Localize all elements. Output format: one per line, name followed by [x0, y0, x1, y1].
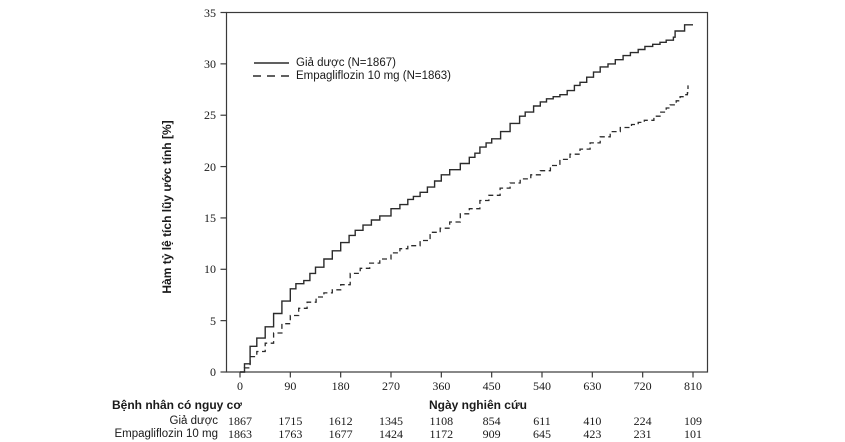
- legend-label-empagliflozin: Empagliflozin 10 mg (N=1863): [296, 70, 452, 82]
- plot-frame: [225, 11, 709, 373]
- x-tick-label: 90: [284, 379, 297, 393]
- x-tick-label: 360: [432, 379, 451, 393]
- risk-value: 1863: [228, 427, 252, 441]
- risk-value: 645: [533, 427, 551, 441]
- y-tick-label: 15: [204, 210, 216, 225]
- x-tick-label: 450: [482, 379, 501, 393]
- risk-value: 1763: [278, 427, 303, 441]
- y-axis-title: Hàm tỷ lệ tích lũy ước tính [%]: [160, 120, 174, 294]
- risk-table-title: Bệnh nhân có nguy cơ: [112, 398, 242, 412]
- risk-value: 423: [583, 427, 602, 441]
- x-tick-label: 630: [583, 379, 602, 393]
- placebo-curve: [240, 24, 693, 373]
- risk-value: 854: [482, 414, 501, 428]
- x-tick-label: 810: [684, 379, 702, 393]
- y-tick-label: 0: [210, 365, 216, 379]
- x-tick-label: 720: [633, 379, 652, 393]
- risk-value: 909: [482, 427, 501, 441]
- x-tick-label: 270: [382, 379, 400, 393]
- risk-value: 1612: [328, 414, 353, 428]
- risk-value: 101: [684, 427, 702, 441]
- risk-row-label-empagliflozin: Empagliflozin 10 mg: [114, 428, 218, 440]
- x-tick-label: 180: [331, 379, 350, 393]
- empagliflozin-curve: [240, 85, 689, 373]
- risk-value: 1172: [429, 427, 454, 441]
- risk-value: 1345: [379, 414, 403, 428]
- risk-value: 1424: [379, 427, 403, 441]
- y-tick-label: 35: [204, 5, 216, 20]
- risk-value: 1867: [228, 414, 252, 428]
- risk-value: 1108: [429, 414, 454, 428]
- y-tick-label: 10: [204, 262, 216, 277]
- y-tick-label: 30: [204, 56, 216, 71]
- risk-row-label-placebo: Giả dược: [169, 415, 218, 427]
- risk-value: 410: [583, 414, 602, 428]
- risk-value: 1715: [278, 414, 303, 428]
- risk-value: 231: [633, 427, 652, 441]
- y-tick-label: 25: [204, 108, 216, 123]
- y-tick-label: 5: [210, 313, 216, 328]
- risk-value: 1677: [328, 427, 353, 441]
- x-tick-label: 540: [533, 379, 551, 393]
- x-axis-title: Ngày nghiên cứu: [428, 398, 528, 412]
- axis-ticks: [220, 11, 694, 378]
- risk-value: 611: [533, 414, 551, 428]
- risk-value: 109: [684, 414, 702, 428]
- x-tick-label: 0: [237, 379, 243, 393]
- risk-value: 224: [633, 414, 652, 428]
- legend-label-placebo: Giả dược (N=1867): [296, 57, 396, 69]
- y-tick-label: 20: [204, 159, 216, 174]
